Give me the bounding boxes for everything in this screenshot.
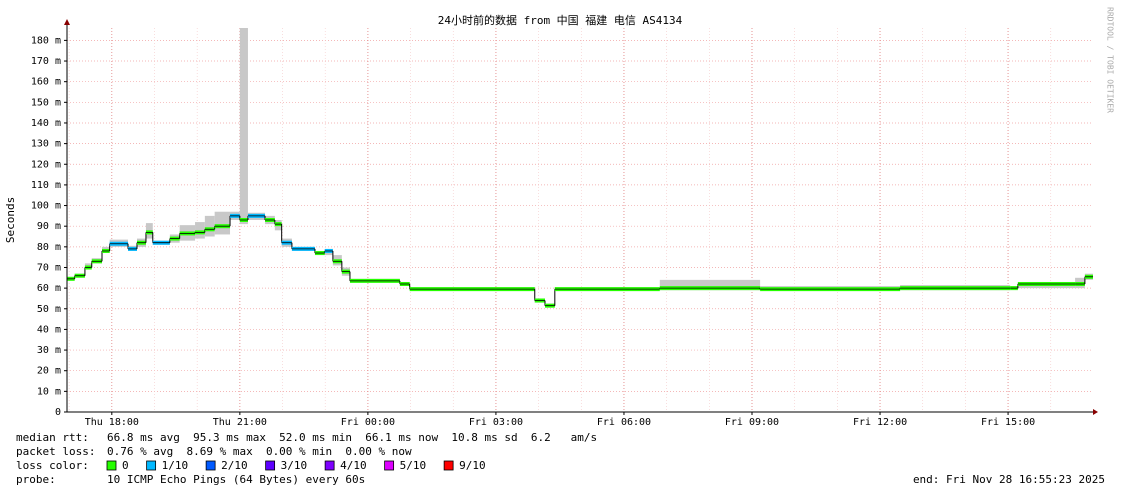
legend-swatch [146, 460, 157, 471]
x-tick-label: Fri 12:00 [853, 417, 907, 428]
loss-color-label: loss color: [16, 459, 89, 472]
legend-swatch [205, 460, 216, 471]
chart-title: 24小时前的数据 from 中国 福建 电信 AS4134 [438, 13, 683, 27]
y-axis-label: Seconds [4, 197, 17, 243]
median-rtt-label: median rtt: [16, 431, 89, 444]
y-tick-label: 10 m [37, 386, 61, 397]
y-tick-label: 0 [55, 407, 61, 418]
y-axis-arrow [64, 19, 70, 25]
y-tick-label: 90 m [37, 221, 61, 232]
x-tick-label: Fri 09:00 [725, 417, 779, 428]
legend: 0 1/10 2/10 3/10 4/10 5/10 9/10 [106, 459, 486, 472]
y-tick-label: 60 m [37, 283, 61, 294]
marks [67, 28, 1093, 308]
legend-label: 4/10 [340, 459, 367, 472]
y-tick-label: 140 m [31, 118, 61, 129]
legend-swatch [265, 460, 276, 471]
y-tick-label: 80 m [37, 242, 61, 253]
legend-label: 3/10 [281, 459, 308, 472]
watermark: RRDTOOL / TOBI OETIKER [1106, 7, 1115, 113]
legend-label: 0 [122, 459, 129, 472]
legend-label: 5/10 [400, 459, 427, 472]
end-time: end: Fri Nov 28 16:55:23 2025 [913, 473, 1105, 486]
smoke [195, 222, 205, 239]
packet-loss-label: packet loss: [16, 445, 95, 458]
smoke [204, 215, 215, 237]
y-tick-label: 110 m [31, 180, 61, 191]
y-tick-label: 50 m [37, 304, 61, 315]
legend-label: 2/10 [221, 459, 248, 472]
x-tick-label: Fri 06:00 [597, 417, 651, 428]
smoke [214, 211, 231, 235]
y-tick-label: 40 m [37, 324, 61, 335]
median-rtt: 66.8 ms avg 95.3 ms max 52.0 ms min 66.1… [107, 431, 597, 444]
x-tick-label: Fri 03:00 [469, 417, 523, 428]
y-tick-label: 150 m [31, 97, 61, 108]
y-tick-label: 120 m [31, 159, 61, 170]
legend-swatch [324, 460, 335, 471]
x-tick-label: Thu 21:00 [213, 417, 267, 428]
y-tick-label: 30 m [37, 345, 61, 356]
y-tick-label: 20 m [37, 366, 61, 377]
x-axis-arrow [1093, 409, 1098, 415]
y-tick-label: 180 m [31, 35, 61, 46]
smoke [239, 28, 248, 225]
legend-label: 9/10 [459, 459, 486, 472]
legend-swatch [106, 460, 117, 471]
y-tick-label: 100 m [31, 201, 61, 212]
y-tick-label: 70 m [37, 262, 61, 273]
smoke [659, 279, 761, 291]
y-tick-label: 160 m [31, 77, 61, 88]
legend-swatch [384, 460, 395, 471]
x-tick-label: Fri 15:00 [981, 417, 1035, 428]
probe: 10 ICMP Echo Pings (64 Bytes) every 60s [107, 473, 365, 486]
x-tick-label: Fri 00:00 [341, 417, 395, 428]
probe-label: probe: [16, 473, 56, 486]
legend-label: 1/10 [162, 459, 189, 472]
x-tick-label: Thu 18:00 [85, 417, 139, 428]
packet-loss: 0.76 % avg 8.69 % max 0.00 % min 0.00 % … [107, 445, 412, 458]
y-tick-label: 130 m [31, 139, 61, 150]
axes [64, 19, 1098, 415]
legend-swatch [443, 460, 454, 471]
y-tick-label: 170 m [31, 56, 61, 67]
